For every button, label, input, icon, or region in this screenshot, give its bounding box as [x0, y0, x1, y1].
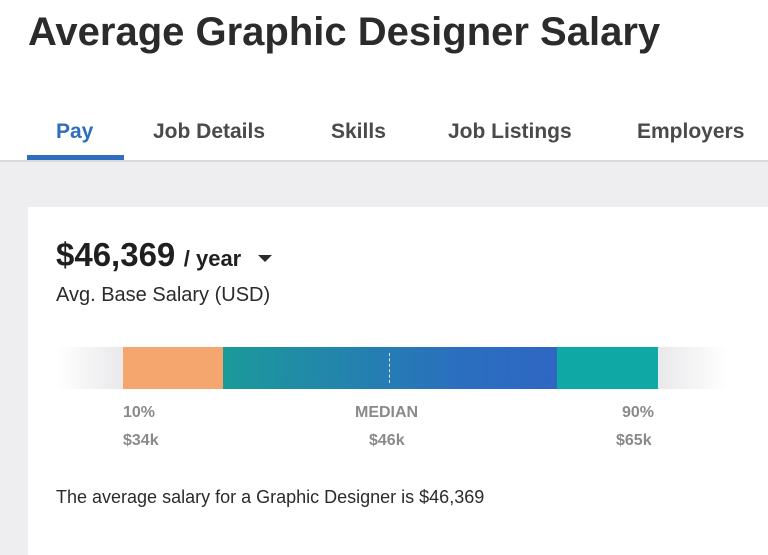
range-high-segment [557, 347, 658, 389]
tab-job-details[interactable]: Job Details [153, 120, 266, 143]
range-low-segment [123, 347, 223, 389]
range-bar-fade-right [658, 347, 728, 389]
low-percentile-label: 10% [123, 404, 156, 421]
page-title: Average Graphic Designer Salary [28, 10, 661, 54]
salary-range-bar [56, 347, 728, 389]
range-bar-fade-left [56, 347, 123, 389]
tab-bar: Pay Job Details Skills Job Listings Empl… [0, 108, 768, 162]
salary-period: / year [183, 246, 242, 271]
high-value-label: $65k [616, 432, 652, 449]
tab-skills[interactable]: Skills [331, 120, 386, 143]
median-marker [389, 353, 390, 383]
tab-pay[interactable]: Pay [56, 120, 94, 143]
salary-headline: $46,369 / year [56, 236, 272, 274]
tab-employers[interactable]: Employers [637, 120, 745, 143]
high-percentile-label: 90% [622, 404, 655, 421]
range-mid-segment [223, 347, 557, 389]
salary-caption: Avg. Base Salary (USD) [56, 284, 271, 306]
active-tab-indicator [27, 155, 124, 160]
tab-job-listings[interactable]: Job Listings [448, 120, 572, 143]
median-label: MEDIAN [355, 404, 419, 421]
median-value-label: $46k [369, 432, 405, 449]
period-dropdown-caret-icon[interactable] [257, 255, 272, 262]
salary-summary: The average salary for a Graphic Designe… [56, 487, 485, 507]
salary-amount: $46,369 [56, 236, 176, 273]
low-value-label: $34k [123, 432, 159, 449]
